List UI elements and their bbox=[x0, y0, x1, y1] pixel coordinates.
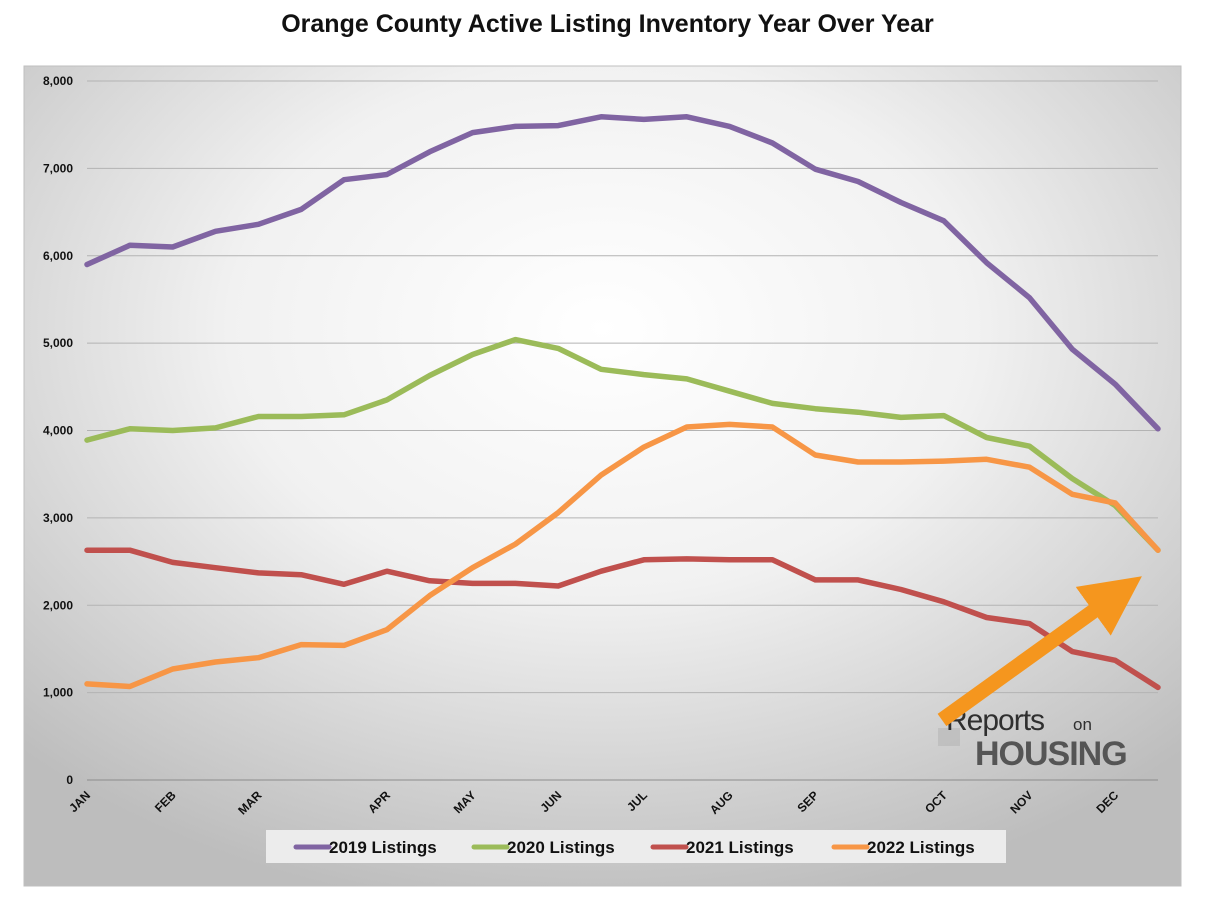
reports-on-housing-logo: Reports on HOUSING bbox=[938, 704, 1128, 773]
watermark-housing: HOUSING bbox=[975, 735, 1127, 773]
y-tick-label: 4,000 bbox=[43, 424, 73, 438]
legend-label: 2022 Listings bbox=[867, 838, 975, 857]
legend-label: 2021 Listings bbox=[686, 838, 794, 857]
annotation-arrow bbox=[937, 576, 1142, 727]
chart-title: Orange County Active Listing Inventory Y… bbox=[281, 10, 934, 38]
legend-label: 2020 Listings bbox=[507, 838, 615, 857]
y-tick-label: 2,000 bbox=[43, 598, 73, 612]
legend-label: 2019 Listings bbox=[329, 838, 437, 857]
watermark-on: on bbox=[1073, 715, 1092, 734]
series-lines bbox=[84, 114, 1161, 691]
y-tick-label: 7,000 bbox=[43, 161, 73, 175]
y-tick-label: 0 bbox=[66, 773, 73, 787]
gridlines bbox=[87, 80, 1158, 781]
y-axis-tick-labels: 0 1,000 2,000 3,000 4,000 5,000 6,000 7,000 8,00… bbox=[43, 74, 73, 787]
series-line-2022-listings bbox=[84, 421, 1161, 690]
y-tick-label: 5,000 bbox=[43, 336, 73, 350]
y-tick-label: 6,000 bbox=[43, 249, 73, 263]
series-line-2021-listings bbox=[84, 547, 1161, 691]
legend-box bbox=[266, 830, 1006, 863]
y-tick-label: 3,000 bbox=[43, 511, 73, 525]
y-tick-label: 1,000 bbox=[43, 686, 73, 700]
y-tick-label: 8,000 bbox=[43, 74, 73, 88]
series-line-2020-listings bbox=[84, 336, 1161, 553]
watermark-logo-box bbox=[938, 728, 960, 746]
legend: 2019 Listings 2020 Listings 2021 Listings 2… bbox=[266, 830, 1006, 863]
series-line-2019-listings bbox=[84, 114, 1161, 432]
